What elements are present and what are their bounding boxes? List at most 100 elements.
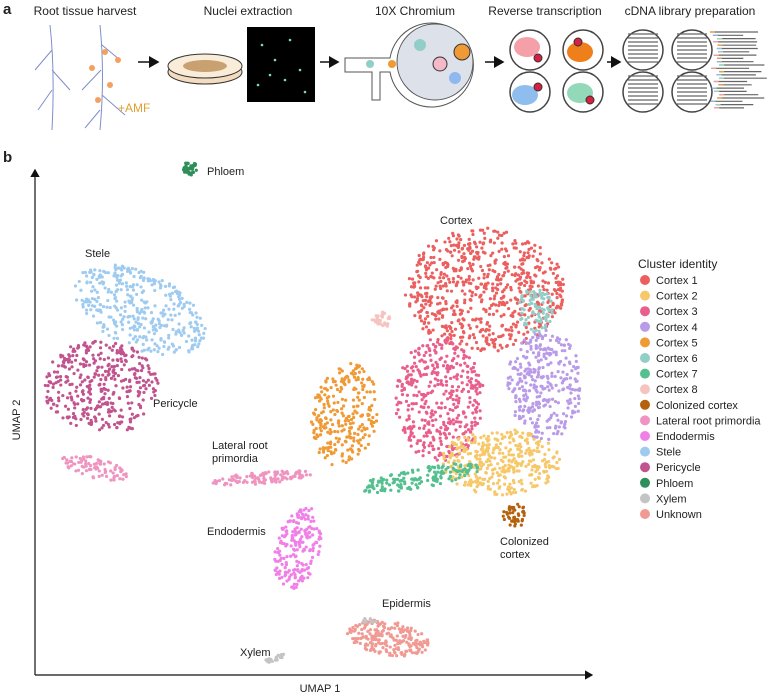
cell — [438, 482, 443, 486]
cell — [111, 318, 116, 322]
cell — [396, 642, 400, 646]
cell — [551, 303, 555, 307]
cell — [356, 395, 360, 399]
cell — [279, 556, 283, 560]
cell — [496, 481, 500, 485]
cell — [169, 313, 173, 317]
cell — [382, 477, 386, 482]
cell — [333, 412, 337, 417]
cell — [550, 308, 554, 312]
cell — [98, 405, 103, 409]
cell — [395, 634, 399, 638]
cell — [91, 341, 95, 345]
cell — [381, 323, 385, 328]
cell — [563, 422, 567, 426]
cell — [106, 388, 110, 392]
cell — [116, 266, 121, 270]
cell — [400, 640, 404, 644]
cell — [114, 268, 118, 272]
cell — [97, 400, 101, 404]
cell — [318, 447, 322, 451]
cell — [468, 396, 472, 400]
x-axis-label: UMAP 1 — [300, 683, 341, 695]
cell — [284, 544, 288, 548]
cell — [360, 429, 364, 433]
cell — [444, 281, 448, 286]
cell — [375, 317, 379, 321]
cell — [436, 281, 440, 285]
cell — [507, 387, 511, 391]
cell — [341, 414, 345, 418]
cell — [421, 449, 425, 453]
cell — [540, 336, 545, 341]
cell — [146, 306, 150, 310]
cell — [340, 454, 344, 458]
cell — [105, 327, 110, 331]
cell — [179, 333, 184, 338]
cell — [504, 327, 508, 332]
cell — [264, 471, 268, 476]
cell — [502, 270, 507, 275]
cell — [298, 545, 302, 549]
cell — [88, 270, 92, 274]
cell — [112, 478, 116, 482]
cell — [319, 429, 323, 433]
cell — [470, 290, 475, 295]
cell — [141, 316, 145, 320]
cell — [335, 387, 340, 392]
cell — [73, 414, 77, 418]
cell — [329, 445, 333, 449]
cell — [130, 346, 134, 350]
cell — [185, 300, 189, 305]
cell — [144, 380, 148, 384]
cell — [380, 620, 384, 624]
cell — [362, 426, 366, 430]
cell — [300, 579, 304, 583]
cell — [449, 306, 454, 310]
cell — [436, 338, 440, 342]
cell — [541, 365, 545, 370]
cell — [290, 514, 294, 518]
cell — [532, 367, 536, 371]
cell — [438, 311, 442, 316]
cell — [344, 416, 348, 421]
cell — [399, 401, 403, 405]
cell — [66, 360, 71, 364]
bead — [453, 43, 471, 61]
cell — [180, 306, 184, 310]
cell — [517, 505, 521, 509]
cell — [462, 349, 466, 353]
cell — [455, 361, 459, 366]
legend-label: Cortex 2 — [656, 291, 698, 303]
cell — [466, 267, 470, 271]
cell — [301, 563, 305, 567]
cell — [513, 296, 517, 300]
cell — [99, 310, 103, 314]
cell — [234, 473, 238, 477]
cell — [426, 365, 430, 369]
cell — [541, 301, 545, 305]
cell — [455, 394, 459, 398]
cell — [469, 441, 474, 445]
cell — [70, 456, 74, 460]
cell — [113, 467, 117, 472]
cell — [479, 317, 483, 321]
cell — [508, 440, 512, 445]
cell — [90, 296, 94, 301]
cell — [153, 393, 157, 398]
cell — [89, 406, 93, 411]
cell — [190, 338, 194, 342]
cell — [355, 404, 359, 408]
cell — [426, 473, 430, 477]
cell — [418, 359, 422, 363]
cell — [67, 415, 71, 419]
cell — [109, 478, 113, 482]
cell — [145, 300, 149, 304]
cell — [514, 443, 518, 448]
cell — [370, 380, 374, 384]
cell — [533, 379, 537, 383]
cell — [419, 405, 423, 409]
cell — [356, 432, 360, 437]
cell — [448, 422, 452, 426]
cell — [511, 390, 515, 394]
